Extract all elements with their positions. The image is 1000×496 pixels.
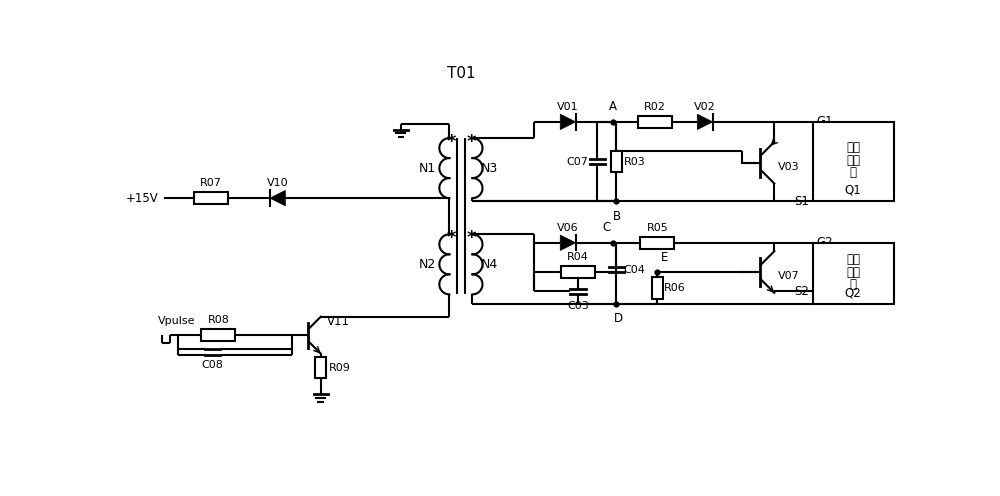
Text: V02: V02 [694, 102, 716, 112]
Text: B: B [612, 210, 621, 223]
Text: N3: N3 [481, 162, 498, 175]
Text: V10: V10 [267, 178, 288, 188]
Polygon shape [270, 190, 285, 206]
Text: 功率: 功率 [846, 253, 860, 266]
Text: S1: S1 [794, 195, 809, 208]
Bar [652, 277, 663, 299]
Text: G2: G2 [817, 236, 833, 249]
Bar [315, 357, 326, 378]
Bar [813, 243, 894, 305]
Bar [194, 192, 228, 204]
Text: V11: V11 [327, 315, 350, 328]
Text: R08: R08 [207, 315, 229, 325]
Text: G1: G1 [817, 116, 833, 128]
Text: C07: C07 [566, 157, 588, 167]
Text: R04: R04 [567, 252, 589, 262]
Text: N4: N4 [481, 258, 498, 271]
Text: V03: V03 [778, 162, 800, 172]
Text: A: A [609, 100, 617, 113]
Text: C08: C08 [201, 360, 223, 370]
Text: Q1: Q1 [845, 184, 862, 196]
Text: R06: R06 [664, 283, 686, 293]
Text: R07: R07 [200, 178, 222, 188]
Polygon shape [697, 114, 713, 129]
Text: 功率: 功率 [846, 141, 860, 154]
Text: D: D [613, 312, 623, 325]
Text: V07: V07 [778, 271, 800, 281]
Text: V06: V06 [557, 223, 579, 233]
Text: *: * [446, 133, 456, 151]
Bar [640, 237, 674, 248]
Bar [813, 122, 894, 201]
Text: 管: 管 [850, 278, 857, 291]
Text: *: * [446, 229, 456, 247]
Text: V01: V01 [557, 102, 579, 112]
Text: Q2: Q2 [845, 287, 862, 300]
Text: Vpulse: Vpulse [158, 316, 196, 326]
Text: S2: S2 [794, 285, 809, 298]
Bar [611, 151, 622, 172]
Text: R02: R02 [644, 102, 666, 112]
Bar [201, 329, 235, 341]
Polygon shape [560, 235, 576, 250]
Text: R09: R09 [328, 363, 350, 372]
Text: C: C [603, 221, 611, 234]
Text: R05: R05 [646, 223, 668, 233]
Text: *: * [466, 229, 476, 247]
Text: N1: N1 [419, 162, 436, 175]
Text: 开关: 开关 [846, 153, 860, 167]
Text: C04: C04 [623, 265, 645, 275]
Text: E: E [661, 251, 668, 264]
Text: 开关: 开关 [846, 265, 860, 279]
Text: C03: C03 [567, 301, 589, 310]
Text: +15V: +15V [126, 191, 158, 205]
Text: N2: N2 [419, 258, 436, 271]
Text: 管: 管 [850, 166, 857, 179]
Polygon shape [560, 114, 576, 129]
Text: *: * [466, 133, 476, 151]
Text: T01: T01 [447, 66, 475, 81]
Bar [561, 266, 595, 278]
Bar [638, 116, 672, 127]
Text: R03: R03 [623, 157, 645, 167]
